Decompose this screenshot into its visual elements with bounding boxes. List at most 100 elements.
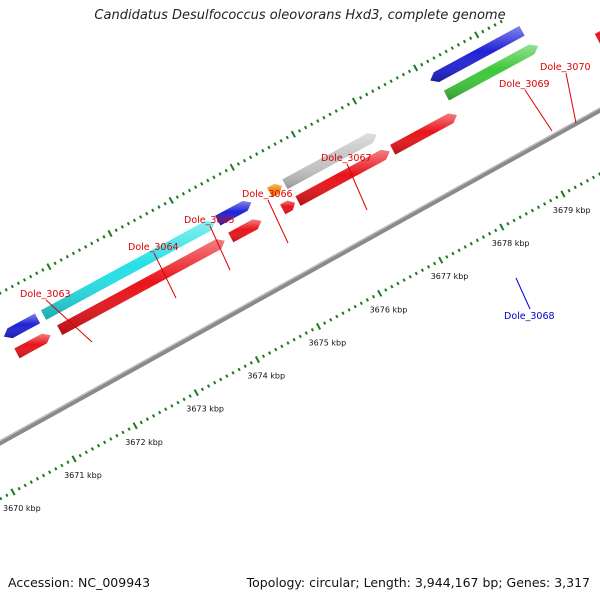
inner-tick	[127, 427, 131, 431]
inner-tick	[280, 344, 284, 349]
inner-tick	[213, 380, 217, 385]
inner-tick	[329, 318, 333, 322]
inner-tick	[365, 298, 369, 302]
outer-tick	[229, 163, 235, 171]
outer-tick	[206, 178, 210, 183]
gene-red-m-shade	[295, 149, 390, 206]
outer-tick	[46, 263, 52, 271]
leader-line	[209, 225, 231, 271]
inner-tick	[536, 205, 541, 210]
inner-tick	[585, 178, 589, 183]
inner-tick	[286, 341, 290, 345]
accession-text: Accession: NC_009943	[8, 575, 151, 590]
leader-line	[153, 252, 177, 299]
outer-tick	[407, 69, 412, 74]
inner-tick	[5, 493, 9, 498]
inner-tick-track	[0, 172, 600, 501]
inner-tick	[323, 321, 327, 325]
gene-blue-m-shade	[215, 201, 252, 226]
outer-tick	[65, 254, 69, 259]
tick-label: 3677 kbp	[431, 272, 469, 281]
inner-tick	[170, 404, 174, 408]
inner-tick	[530, 208, 534, 213]
outer-tick	[273, 142, 277, 146]
tick-label: 3672 kbp	[125, 438, 163, 447]
outer-tick	[77, 248, 82, 252]
inner-tick	[426, 265, 431, 269]
gene-red-f1-shade	[594, 31, 600, 44]
inner-tick	[567, 188, 571, 193]
outer-tick	[285, 135, 289, 140]
outer-tick	[249, 155, 253, 160]
gene-green-shade	[443, 44, 539, 101]
gene-orange-shade	[267, 183, 282, 198]
inner-tick	[188, 394, 192, 398]
gene-label: Dole_3067	[321, 153, 372, 164]
outer-tick	[383, 82, 387, 87]
outer-tick-track	[0, 19, 503, 295]
inner-tick	[488, 231, 492, 236]
inner-tick	[151, 414, 156, 418]
inner-tick	[274, 347, 278, 352]
outer-tick	[322, 115, 326, 120]
inner-tick	[438, 256, 444, 264]
outer-tick	[413, 64, 419, 72]
outer-tick	[469, 36, 473, 40]
tick-label: 3670 kbp	[3, 504, 41, 513]
leader-line	[267, 199, 289, 244]
outer-tick	[328, 112, 332, 117]
outer-tick	[456, 43, 460, 47]
gene-red-l2-shade	[57, 239, 225, 335]
inner-tick	[433, 261, 437, 266]
inner-tick	[292, 337, 296, 342]
inner-tick	[249, 361, 253, 365]
outer-tick	[224, 168, 228, 173]
inner-tick	[17, 486, 21, 491]
inner-tick	[549, 198, 553, 203]
outer-tick	[102, 235, 106, 239]
inner-tick	[182, 397, 186, 402]
outer-tick	[35, 271, 39, 276]
outer-tick	[120, 225, 124, 229]
outer-tick	[389, 79, 393, 83]
inner-tick	[591, 175, 596, 180]
gene-red-l3-shade	[228, 219, 262, 243]
inner-tick	[254, 356, 260, 364]
gene-label: Dole_3066	[242, 189, 293, 200]
gene-label: Dole_3063	[20, 289, 71, 300]
gene-red-s-shade	[280, 200, 295, 215]
feature-track	[3, 26, 600, 359]
outer-tick	[200, 182, 204, 186]
inner-tick	[341, 311, 345, 315]
genome-summary-text: Topology: circular; Length: 3,944,167 bp…	[246, 575, 590, 590]
outer-tick	[168, 196, 174, 204]
gene-red-r-shade	[390, 113, 457, 155]
outer-tick	[10, 284, 14, 289]
outer-tick	[114, 228, 118, 232]
outer-tick	[371, 89, 375, 93]
inner-tick	[524, 212, 528, 216]
inner-tick	[29, 480, 33, 484]
outer-tick	[29, 274, 33, 279]
inner-tick	[463, 245, 467, 249]
tick-label: 3673 kbp	[186, 405, 224, 414]
inner-tick	[219, 377, 223, 382]
outer-tick	[107, 229, 113, 238]
outer-tick	[145, 211, 149, 216]
inner-tick	[132, 422, 138, 430]
outer-tick	[218, 172, 222, 176]
inner-tick	[579, 182, 583, 186]
gene-label: Dole_3070	[540, 62, 591, 73]
inner-tick	[457, 248, 461, 253]
outer-tick	[187, 188, 192, 193]
outer-tick	[297, 129, 302, 133]
outer-tick	[90, 241, 94, 246]
outer-tick	[481, 29, 485, 34]
outer-tick	[96, 238, 100, 242]
gene-labels: Dole_3063 Dole_3064 Dole_3065 Dole_3066 Dole…	[20, 62, 591, 322]
inner-tick	[347, 308, 351, 312]
outer-tick	[450, 46, 454, 50]
outer-tick	[290, 130, 296, 138]
outer-tick	[351, 97, 358, 105]
